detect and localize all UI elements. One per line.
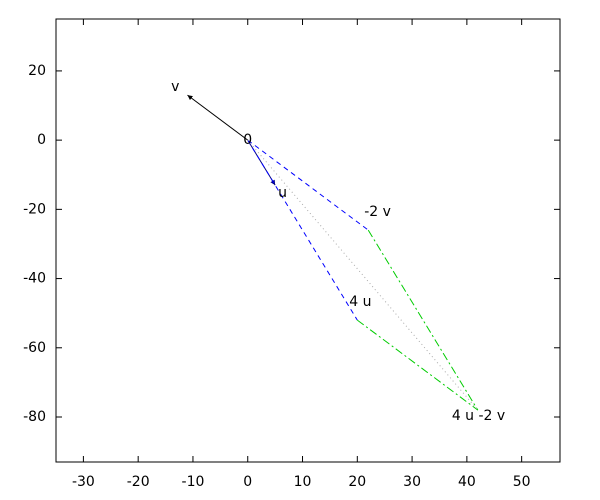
x-tick-label: -10: [182, 474, 205, 490]
x-tick-label: 50: [513, 474, 531, 490]
x-tick-label: 20: [348, 474, 366, 490]
point-label: v: [171, 79, 179, 95]
x-tick-label: 30: [403, 474, 421, 490]
x-tick-label: -30: [72, 474, 95, 490]
point-label: u: [278, 185, 287, 201]
vector-segment: [247, 139, 369, 231]
point-label: 4 u: [349, 294, 371, 310]
vector-segment: [357, 319, 479, 411]
y-tick-label: -40: [23, 271, 46, 287]
point-label: 0: [243, 132, 252, 148]
point-label: 4 u -2 v: [452, 408, 505, 424]
vector-segment: [367, 229, 479, 411]
point-label: -2 v: [364, 204, 391, 220]
x-tick-label: -20: [127, 474, 150, 490]
vector-segment: [247, 139, 276, 186]
y-tick-label: -20: [23, 201, 46, 217]
x-tick-label: 10: [294, 474, 312, 490]
y-tick-label: -60: [23, 340, 46, 356]
vector-segment: [247, 139, 479, 411]
y-tick-label: -80: [23, 409, 46, 425]
y-tick-label: 20: [28, 63, 46, 79]
plot-frame: [55, 18, 561, 463]
vector-segment: [247, 139, 358, 321]
x-tick-label: 0: [243, 474, 252, 490]
vector-segment: [187, 94, 249, 141]
x-tick-label: 40: [458, 474, 476, 490]
y-tick-label: 0: [37, 132, 46, 148]
